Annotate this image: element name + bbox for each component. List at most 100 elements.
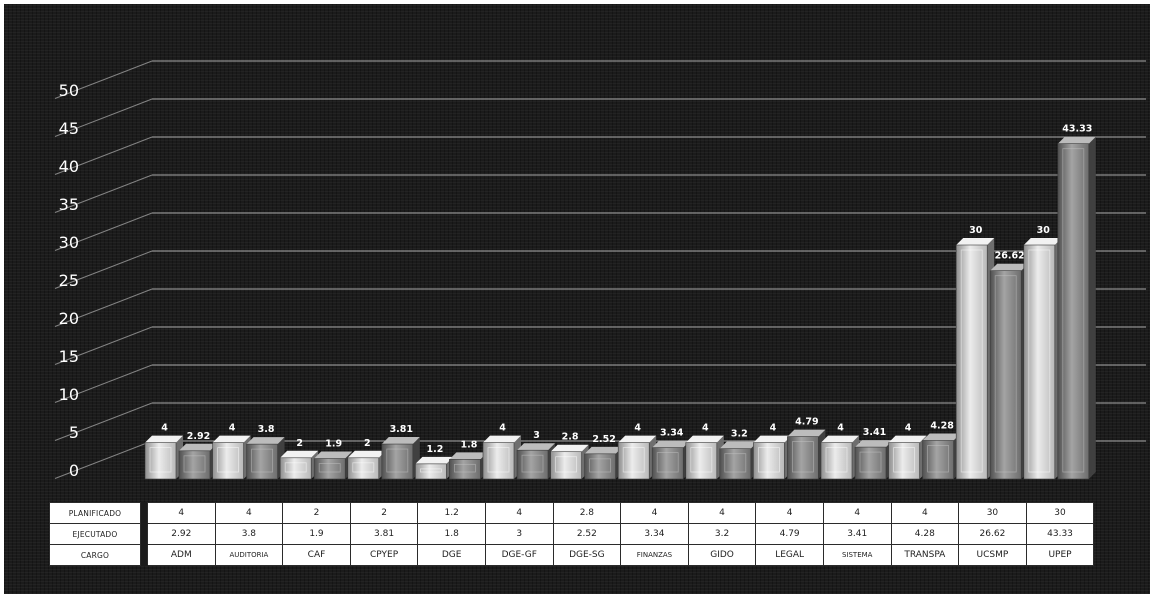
table-cell-planificado-transpa: 4	[890, 502, 960, 524]
bar-bevel-planificado-gido	[690, 447, 713, 473]
table-cell-planificado-sistema: 4	[822, 502, 892, 524]
y-tick-label: 25	[59, 271, 79, 290]
bar-top-planificado-legal	[753, 435, 792, 443]
table-cell-cargo-adm: ADM	[147, 544, 216, 566]
table-cell-cargo-sistema: SISTEMA	[822, 544, 892, 566]
bar-bevel-ejecutado-dge	[453, 463, 476, 473]
gridline-depth	[54, 136, 153, 175]
table-cell-cargo-upep: UPEP	[1025, 544, 1095, 566]
data-table-body: PLANIFICADO 4 4 2 2 1.2 4 2.8 4 4 4 4 4 30 30 EJECUTADO…	[49, 502, 1095, 566]
gridline-depth	[54, 174, 153, 213]
value-label-planificado-ucsmp: 30	[969, 225, 983, 236]
bar-bevel-planificado-caf	[284, 462, 307, 473]
table-cell-planificado-adm: 4	[147, 502, 216, 524]
table-gap	[140, 523, 148, 545]
value-label-ejecutado-adm: 2.92	[187, 431, 210, 442]
table-cell-cargo-dge-gf: DGE-GF	[484, 544, 554, 566]
value-label-ejecutado-finanzas: 3.34	[660, 428, 684, 439]
bar-bevel-planificado-ucsmp	[960, 249, 983, 473]
table-cell-ejecutado-caf: 1.9	[282, 523, 351, 545]
bar-bevel-ejecutado-ucsmp	[994, 275, 1017, 473]
value-label-ejecutado-upep: 43.33	[1062, 124, 1092, 135]
y-tick-label: 20	[59, 309, 79, 328]
table-cell-ejecutado-legal: 4.79	[755, 523, 824, 545]
value-label-planificado-legal: 4	[770, 423, 777, 434]
bar-bevel-ejecutado-gido	[724, 453, 747, 473]
table-cell-cargo-caf: CAF	[282, 544, 351, 566]
value-label-ejecutado-caf: 1.9	[325, 439, 342, 450]
table-cell-ejecutado-gido: 3.2	[687, 523, 757, 545]
bar-bevel-planificado-dge-gf	[487, 447, 510, 473]
value-label-ejecutado-sistema: 3.41	[863, 427, 886, 438]
value-label-ejecutado-legal: 4.79	[795, 417, 818, 428]
bar-top-ejecutado-auditoria	[246, 437, 285, 445]
table-cell-cargo-dge-sg: DGE-SG	[552, 544, 622, 566]
bar-top-ejecutado-transpa	[922, 433, 961, 441]
bar-bevel-planificado-dge	[419, 468, 442, 473]
bar-top-ejecutado-ucsmp	[990, 263, 1029, 271]
bar-top-ejecutado-caf	[314, 451, 353, 459]
y-tick-label: 40	[59, 157, 79, 176]
bar-top-planificado-upep	[1023, 238, 1062, 245]
table-cell-planificado-caf: 2	[282, 502, 351, 524]
y-tick-label: 0	[69, 461, 79, 480]
bar-top-planificado-dge-gf	[483, 435, 521, 443]
table-row-label: EJECUTADO	[49, 523, 141, 545]
table-cell-cargo-finanzas: FINANZAS	[620, 544, 689, 566]
bar-bevel-ejecutado-dge-gf	[521, 454, 544, 473]
bar-bevel-planificado-dge-sg	[555, 456, 577, 473]
data-table: PLANIFICADO 4 4 2 2 1.2 4 2.8 4 4 4 4 4 30 30 EJECUTADO…	[49, 502, 1095, 566]
table-cell-ejecutado-transpa: 4.28	[890, 523, 960, 545]
bar-top-planificado-transpa	[888, 435, 927, 443]
table-cell-cargo-auditoria: AUDITORIA	[214, 544, 284, 566]
bar-bevel-ejecutado-dge-sg	[589, 458, 611, 473]
value-label-planificado-gido: 4	[702, 423, 709, 434]
value-label-planificado-dge: 1.2	[426, 444, 443, 455]
value-label-planificado-dge-sg: 2.8	[562, 432, 579, 443]
bar-bevel-planificado-upep	[1028, 249, 1051, 473]
bar-top-planificado-adm	[145, 435, 183, 443]
y-tick-label: 35	[59, 195, 79, 214]
table-cell-planificado-finanzas: 4	[620, 502, 689, 524]
value-label-planificado-adm: 4	[161, 423, 168, 434]
gridline-depth	[54, 212, 153, 251]
value-label-planificado-auditoria: 4	[229, 423, 236, 434]
bar-top-ejecutado-dge-sg	[584, 446, 623, 454]
table-row-label: PLANIFICADO	[49, 502, 141, 524]
gridline-depth	[54, 440, 153, 479]
bar-top-planificado-dge-sg	[550, 444, 589, 452]
value-label-planificado-transpa: 4	[905, 423, 912, 434]
table-gap	[140, 544, 148, 566]
table-cell-cargo-ucsmp: UCSMP	[958, 544, 1027, 566]
value-label-ejecutado-dge-sg: 2.52	[592, 434, 615, 445]
table-cell-ejecutado-dge: 1.8	[417, 523, 486, 545]
table-cell-cargo-gido: GIDO	[687, 544, 757, 566]
table-row-ejecutado: EJECUTADO 2.92 3.8 1.9 3.81 1.8 3 2.52 3.34 3.2 4.…	[49, 523, 1095, 545]
y-tick-label: 5	[69, 423, 79, 442]
bar-bevel-ejecutado-cpyep	[386, 448, 409, 473]
gridline-depth	[54, 326, 153, 365]
value-label-planificado-finanzas: 4	[634, 423, 641, 434]
bar-bevel-planificado-finanzas	[622, 447, 645, 473]
table-cell-ejecutado-finanzas: 3.34	[620, 523, 689, 545]
bar-top-ejecutado-finanzas	[652, 440, 691, 448]
gridline-depth	[54, 250, 153, 289]
table-cell-planificado-dge-sg: 2.8	[552, 502, 622, 524]
y-tick-label: 30	[59, 233, 79, 252]
bar-top-planificado-sistema	[821, 435, 859, 443]
bar-top-ejecutado-gido	[719, 441, 758, 449]
bar-bevel-ejecutado-finanzas	[656, 452, 679, 473]
table-cell-planificado-auditoria: 4	[214, 502, 284, 524]
table-cell-planificado-dge-gf: 4	[484, 502, 554, 524]
y-tick-label: 15	[59, 347, 79, 366]
value-label-ejecutado-transpa: 4.28	[930, 420, 954, 431]
bar-bevel-ejecutado-caf	[318, 463, 341, 473]
bar-bevel-ejecutado-sistema	[859, 451, 882, 473]
gridline-depth	[54, 60, 153, 99]
table-cell-ejecutado-upep: 43.33	[1025, 523, 1095, 545]
bar-bevel-ejecutado-auditoria	[251, 448, 274, 473]
table-cell-ejecutado-auditoria: 3.8	[214, 523, 284, 545]
bar-top-planificado-ucsmp	[956, 238, 995, 245]
